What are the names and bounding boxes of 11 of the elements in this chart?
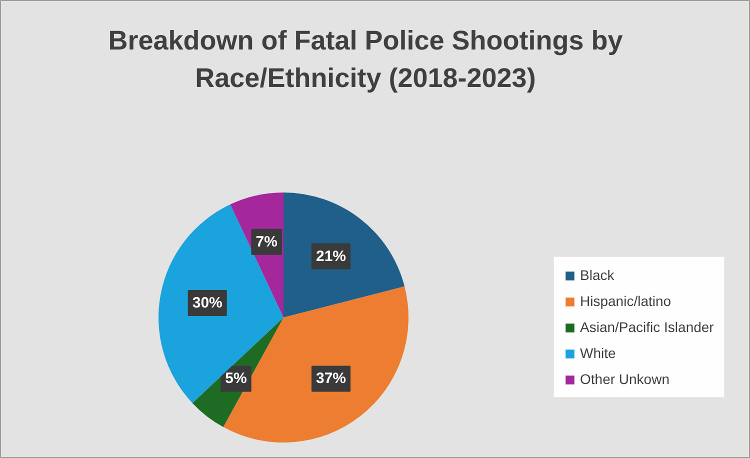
chart-title: Breakdown of Fatal Police Shootings by Race/Ethnicity (2018-2023) bbox=[108, 26, 623, 93]
legend-label: Asian/Pacific Islander bbox=[580, 319, 714, 335]
data-label: 21% bbox=[316, 248, 346, 265]
legend-label: Black bbox=[580, 267, 614, 283]
legend-label: Other Unkown bbox=[580, 371, 670, 387]
legend-label: Hispanic/latino bbox=[580, 293, 672, 309]
data-label: 5% bbox=[225, 370, 247, 388]
data-label: 30% bbox=[192, 294, 222, 312]
data-label: 7% bbox=[256, 233, 278, 250]
legend-label: White bbox=[580, 345, 616, 361]
data-label: 37% bbox=[316, 370, 346, 388]
